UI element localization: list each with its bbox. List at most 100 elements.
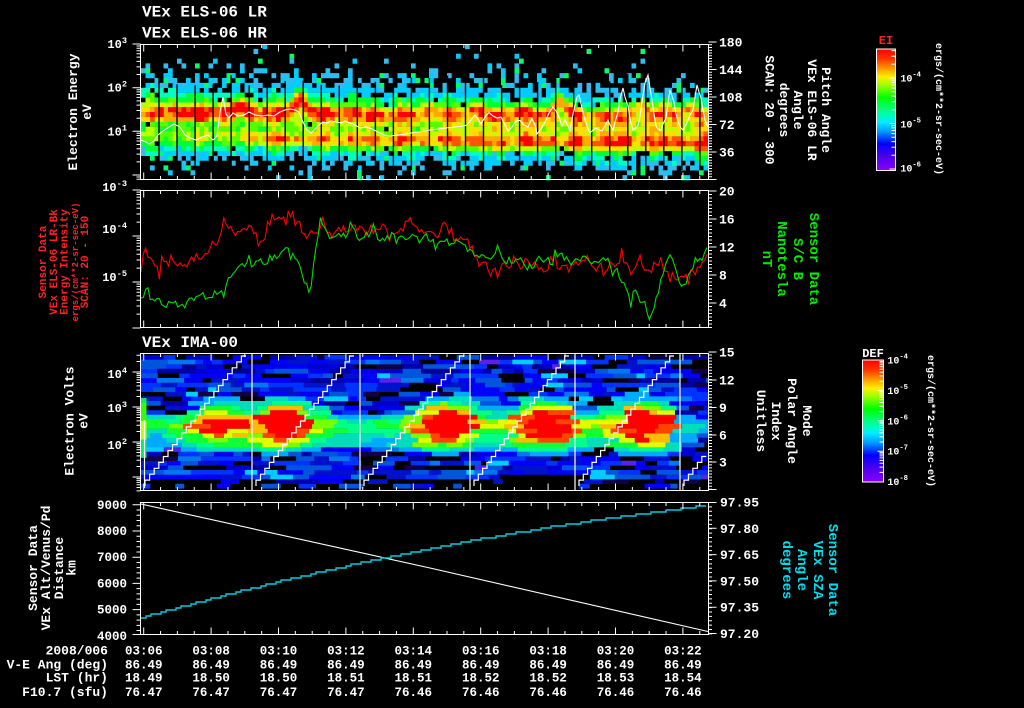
svg-text:km: km	[65, 560, 80, 576]
svg-text:03:12: 03:12	[327, 645, 365, 659]
svg-text:SCAN: 20 - 300: SCAN: 20 - 300	[762, 55, 777, 164]
svg-text:20: 20	[719, 185, 735, 200]
svg-text:9000: 9000	[97, 499, 127, 513]
svg-text:18.50: 18.50	[260, 672, 298, 686]
svg-text:degrees: degrees	[778, 541, 794, 600]
svg-text:eV: eV	[80, 104, 95, 120]
svg-text:18.51: 18.51	[327, 672, 365, 686]
svg-text:Sensor Data: Sensor Data	[805, 213, 821, 306]
svg-text:3: 3	[719, 456, 727, 471]
svg-text:V-E Ang (deg): V-E Ang (deg)	[7, 657, 108, 672]
svg-text:Electron Energy: Electron Energy	[66, 53, 81, 170]
svg-text:2008/006: 2008/006	[46, 644, 109, 659]
svg-text:12: 12	[719, 241, 735, 256]
svg-text:03:16: 03:16	[462, 645, 500, 659]
svg-text:76.46: 76.46	[462, 686, 500, 700]
svg-text:97.20: 97.20	[720, 627, 759, 642]
svg-text:Angle: Angle	[790, 90, 805, 129]
svg-text:ergs/(cm**2-sr-sec-eV): ergs/(cm**2-sr-sec-eV)	[932, 43, 944, 175]
svg-text:eV: eV	[77, 413, 92, 429]
svg-text:VEx ELS-06 HR: VEx ELS-06 HR	[142, 25, 267, 43]
svg-text:degrees: degrees	[776, 83, 791, 138]
svg-text:VEx ELS-06 LR: VEx ELS-06 LR	[804, 59, 819, 161]
svg-text:4: 4	[719, 297, 727, 312]
svg-text:86.49: 86.49	[395, 658, 433, 672]
svg-text:S/C B: S/C B	[789, 238, 805, 281]
svg-text:97.50: 97.50	[720, 574, 759, 589]
svg-text:03:20: 03:20	[597, 645, 635, 659]
svg-text:Nanotesla: Nanotesla	[773, 221, 789, 297]
svg-text:VEx ELS-06 LR-Bk: VEx ELS-06 LR-Bk	[49, 209, 61, 315]
svg-text:86.49: 86.49	[597, 658, 635, 672]
svg-text:Sensor Data: Sensor Data	[824, 524, 840, 617]
svg-text:97.65: 97.65	[720, 548, 759, 563]
svg-text:Electron Volts: Electron Volts	[63, 366, 78, 475]
svg-text:VEx ELS-06 LR: VEx ELS-06 LR	[142, 4, 267, 22]
svg-text:8000: 8000	[97, 525, 127, 539]
svg-text:VEx SZA: VEx SZA	[809, 541, 825, 600]
svg-text:76.46: 76.46	[597, 686, 635, 700]
svg-text:8: 8	[719, 269, 727, 284]
svg-text:97.80: 97.80	[720, 522, 759, 537]
svg-text:18.54: 18.54	[664, 672, 702, 686]
svg-text:86.49: 86.49	[529, 658, 567, 672]
svg-text:VEx IMA-00: VEx IMA-00	[142, 334, 238, 352]
svg-text:Pitch Angle: Pitch Angle	[818, 67, 833, 153]
svg-text:7000: 7000	[97, 551, 127, 565]
svg-text:9: 9	[719, 401, 727, 416]
svg-text:18.51: 18.51	[395, 672, 433, 686]
svg-text:18.53: 18.53	[597, 672, 635, 686]
svg-text:ergs/(cm**2-sr-sec-eV): ergs/(cm**2-sr-sec-eV)	[71, 203, 81, 322]
svg-text:16: 16	[719, 213, 735, 228]
svg-text:15: 15	[719, 346, 735, 361]
svg-text:108: 108	[719, 91, 743, 106]
svg-text:97.95: 97.95	[720, 496, 759, 511]
svg-text:nT: nT	[758, 251, 774, 268]
svg-text:76.47: 76.47	[260, 686, 298, 700]
svg-text:6000: 6000	[97, 577, 127, 591]
svg-text:SCAN: 20 - 150: SCAN: 20 - 150	[80, 216, 92, 308]
svg-text:F10.7 (sfu): F10.7 (sfu)	[22, 685, 108, 700]
svg-text:EI: EI	[879, 34, 893, 48]
svg-text:Energy Intensity: Energy Intensity	[60, 209, 72, 315]
svg-text:18.49: 18.49	[125, 672, 163, 686]
svg-text:18.50: 18.50	[192, 672, 230, 686]
svg-text:180: 180	[719, 36, 743, 51]
svg-text:5000: 5000	[97, 604, 127, 618]
svg-text:144: 144	[719, 63, 743, 78]
svg-text:76.46: 76.46	[664, 686, 702, 700]
svg-text:03:14: 03:14	[395, 645, 433, 659]
svg-text:Sensor Data: Sensor Data	[26, 525, 41, 611]
svg-text:Index: Index	[768, 401, 783, 440]
svg-text:03:18: 03:18	[529, 645, 567, 659]
svg-text:6: 6	[719, 429, 727, 444]
svg-text:Unitless: Unitless	[753, 390, 768, 453]
svg-text:Mode: Mode	[799, 405, 814, 436]
svg-text:76.46: 76.46	[529, 686, 567, 700]
svg-text:Polar Angle: Polar Angle	[784, 378, 799, 464]
svg-text:86.49: 86.49	[125, 658, 163, 672]
svg-text:03:08: 03:08	[192, 645, 230, 659]
svg-text:12: 12	[719, 374, 735, 389]
svg-text:03:06: 03:06	[125, 645, 163, 659]
svg-text:Angle: Angle	[793, 549, 809, 591]
svg-text:97.35: 97.35	[720, 601, 759, 616]
svg-text:03:22: 03:22	[664, 645, 702, 659]
svg-text:86.49: 86.49	[462, 658, 500, 672]
svg-text:36: 36	[719, 146, 735, 161]
svg-text:76.47: 76.47	[327, 686, 365, 700]
svg-text:LST (hr): LST (hr)	[46, 671, 108, 686]
svg-text:86.49: 86.49	[260, 658, 298, 672]
svg-text:18.52: 18.52	[462, 672, 500, 686]
svg-text:76.47: 76.47	[125, 686, 163, 700]
svg-text:Distance: Distance	[52, 537, 67, 600]
svg-text:4000: 4000	[97, 630, 127, 644]
svg-text:03:10: 03:10	[260, 645, 298, 659]
svg-text:76.46: 76.46	[395, 686, 433, 700]
svg-text:DEF: DEF	[862, 347, 884, 361]
svg-text:Sensor Data: Sensor Data	[38, 225, 50, 298]
svg-text:18.52: 18.52	[529, 672, 567, 686]
svg-text:86.49: 86.49	[192, 658, 230, 672]
svg-text:76.47: 76.47	[192, 686, 230, 700]
svg-text:86.49: 86.49	[327, 658, 365, 672]
